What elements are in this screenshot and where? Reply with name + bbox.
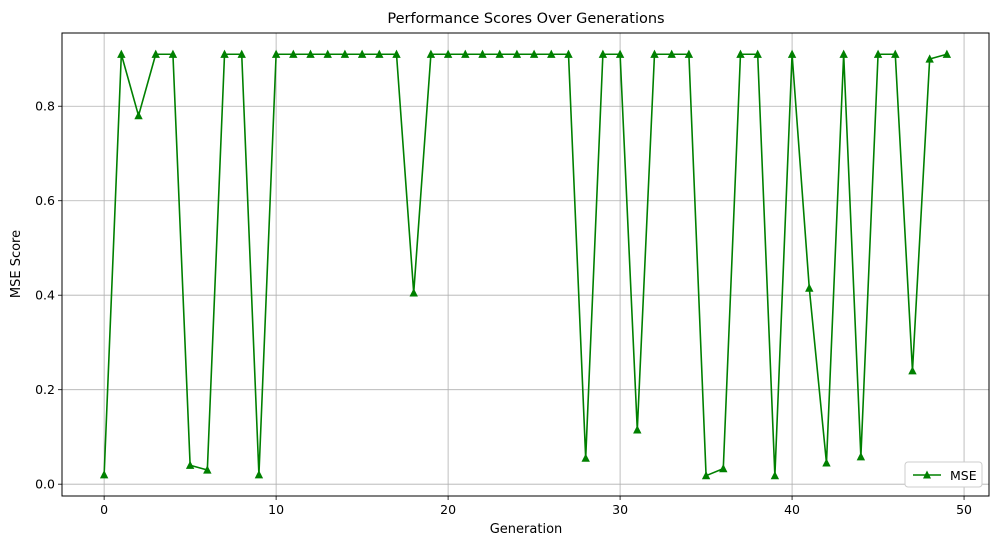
y-tick-label: 0.2: [35, 382, 55, 397]
data-point-triangle: [426, 49, 436, 58]
data-point-triangle: [306, 49, 315, 58]
legend-label: MSE: [950, 468, 977, 483]
data-point-triangle: [443, 49, 453, 58]
data-point-triangle: [340, 49, 350, 58]
data-point-triangle: [220, 49, 229, 58]
data-point-triangle: [134, 111, 143, 120]
y-axis-ticks: 0.0 0.2 0.4 0.6 0.8: [35, 99, 62, 492]
data-point-triangle: [117, 49, 126, 58]
data-point-triangle: [151, 49, 160, 58]
data-point-triangle: [684, 49, 694, 58]
data-point-triangle: [512, 49, 522, 58]
data-point-triangle: [822, 458, 831, 467]
data-point-triangle: [357, 49, 367, 58]
data-point-triangle: [701, 471, 711, 480]
data-point-triangle: [409, 288, 418, 297]
data-point-triangle: [168, 49, 178, 58]
legend-marker-triangle-icon: [923, 470, 931, 479]
data-point-triangle: [564, 49, 573, 58]
legend: MSE: [904, 461, 983, 488]
data-point-triangle: [185, 460, 195, 469]
data-point-triangle: [719, 463, 728, 473]
data-point-triangle: [805, 283, 814, 292]
y-tick-label: 0.4: [35, 288, 55, 303]
data-point-triangle: [289, 49, 298, 58]
x-tick-label: 10: [268, 502, 284, 517]
data-point-triangle: [271, 49, 281, 58]
data-point-triangle: [891, 49, 900, 58]
data-point-triangle: [529, 49, 539, 58]
data-point-triangle: [237, 49, 246, 58]
data-point-triangle: [478, 49, 487, 58]
data-point-triangle: [856, 452, 866, 461]
x-axis-label: Generation: [490, 522, 563, 537]
data-point-triangle: [633, 425, 642, 434]
data-point-triangle: [203, 465, 212, 474]
series-line: [103, 53, 948, 477]
data-point-triangle: [770, 471, 780, 480]
data-point-triangle: [753, 49, 762, 58]
data-point-triangle: [925, 54, 934, 63]
data-point-triangle: [99, 470, 109, 479]
x-tick-label: 50: [956, 502, 972, 517]
data-point-triangle: [787, 49, 797, 58]
data-point-triangle: [942, 49, 952, 58]
data-point-triangle: [323, 49, 332, 58]
data-point-triangle: [598, 49, 608, 58]
data-point-triangle: [667, 49, 676, 58]
data-point-triangle: [581, 453, 590, 462]
x-axis-ticks: 0 10 20 30 40 50: [100, 496, 972, 517]
data-point-triangle: [873, 49, 883, 58]
data-point-triangle: [375, 49, 384, 58]
x-tick-label: 30: [612, 502, 628, 517]
plot-frame: [61, 32, 990, 497]
chart-title: Performance Scores Over Generations: [387, 11, 664, 27]
data-point-triangle: [547, 49, 556, 58]
data-point-triangle: [839, 49, 848, 58]
x-tick-label: 40: [784, 502, 800, 517]
y-tick-label: 0.6: [35, 193, 55, 208]
data-point-triangle: [461, 49, 470, 58]
data-point-triangle: [650, 49, 659, 58]
series-mse: [99, 49, 952, 480]
data-point-triangle: [615, 49, 625, 58]
x-tick-label: 0: [100, 502, 108, 517]
y-tick-label: 0.8: [35, 99, 55, 114]
data-point-triangle: [908, 366, 917, 375]
y-tick-label: 0.0: [35, 477, 55, 492]
y-axis-label: MSE Score: [9, 230, 24, 298]
legend-box: [904, 461, 983, 488]
data-point-triangle: [392, 49, 401, 58]
x-tick-label: 20: [440, 502, 456, 517]
data-point-triangle: [495, 49, 504, 58]
data-point-triangle: [736, 49, 745, 58]
data-point-triangle: [254, 470, 264, 479]
grid: [62, 33, 989, 496]
